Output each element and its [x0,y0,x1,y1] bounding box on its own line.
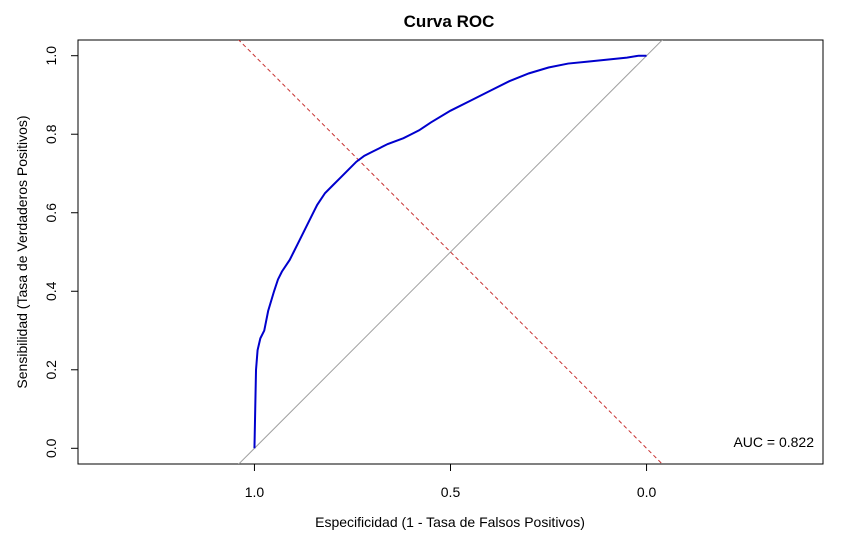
plot-lines [238,40,663,464]
y-tick-label: 0.8 [43,124,59,144]
y-axis-label: Sensibilidad (Tasa de Verdaderos Positiv… [14,115,30,388]
y-tick-label: 1.0 [43,46,59,66]
y-tick-label: 0.2 [43,360,59,380]
y-tick-label: 0.6 [43,203,59,223]
chance-diagonal-line [238,40,663,464]
chart-title: Curva ROC [404,12,495,31]
y-tick-label: 0.4 [43,281,59,301]
x-tick-label: 1.0 [245,484,265,500]
y-axis: 0.0 0.2 0.4 0.6 0.8 1.0 [43,46,79,458]
x-axis-label: Especificidad (1 - Tasa de Falsos Positi… [315,514,585,530]
x-axis: 1.0 0.5 0.0 [245,463,657,500]
auc-label: AUC = 0.822 [733,434,814,450]
x-tick-label: 0.5 [441,484,461,500]
y-tick-label: 0.0 [43,438,59,458]
cutoff-diagonal-line [238,40,663,464]
x-tick-label: 0.0 [637,484,657,500]
roc-curve-line [253,54,647,449]
